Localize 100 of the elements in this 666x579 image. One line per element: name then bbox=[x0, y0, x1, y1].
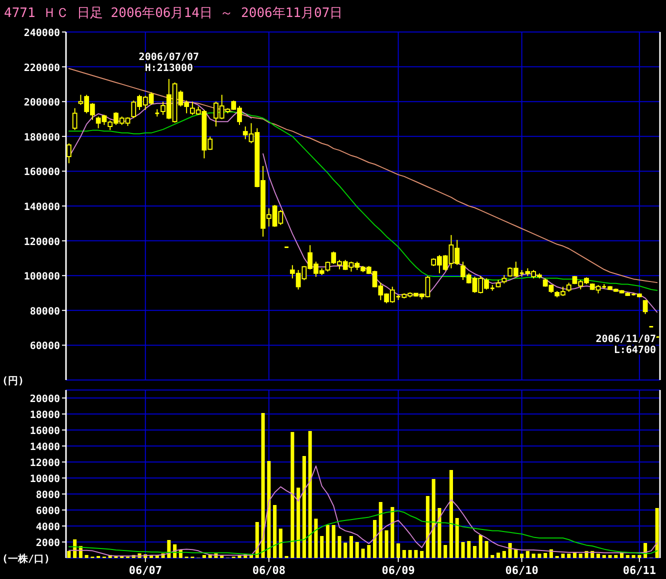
bar bbox=[490, 555, 494, 558]
bar bbox=[496, 552, 500, 558]
bar bbox=[202, 555, 206, 558]
y-axis-title: (円) bbox=[2, 376, 24, 387]
candlestick bbox=[72, 108, 78, 130]
bar bbox=[361, 548, 365, 558]
bar bbox=[432, 479, 436, 558]
bar bbox=[408, 550, 412, 558]
bar bbox=[390, 507, 394, 558]
bar bbox=[402, 550, 406, 558]
y-tick-label: 80000 bbox=[30, 306, 60, 318]
bar bbox=[449, 470, 453, 558]
x-tick-label: 06/08 bbox=[252, 564, 286, 577]
bar bbox=[278, 528, 282, 558]
bar bbox=[455, 518, 459, 558]
bar bbox=[349, 536, 353, 558]
bar bbox=[655, 508, 659, 558]
bar bbox=[290, 432, 294, 558]
bar bbox=[378, 502, 382, 558]
bar bbox=[632, 555, 636, 558]
bar bbox=[602, 555, 606, 558]
bar bbox=[461, 542, 465, 558]
y-tick-label: 16000 bbox=[30, 426, 60, 437]
bar bbox=[261, 413, 265, 558]
bar bbox=[626, 555, 630, 558]
line-series bbox=[68, 510, 658, 555]
bar bbox=[344, 542, 348, 558]
bar bbox=[326, 525, 330, 558]
bar bbox=[367, 545, 371, 558]
chart-title: 4771 ＨＣ 日足 2006年06月14日 ～ 2006年11月07日 bbox=[4, 6, 343, 21]
bar bbox=[596, 554, 600, 558]
y-tick-label: 2000 bbox=[36, 538, 60, 549]
bar bbox=[332, 525, 336, 558]
bar bbox=[514, 549, 518, 558]
bar bbox=[538, 554, 542, 558]
bar bbox=[373, 520, 377, 558]
x-tick-label: 06/07 bbox=[128, 564, 162, 577]
bar bbox=[578, 554, 582, 558]
bar bbox=[296, 488, 300, 558]
y-tick-label: 20000 bbox=[30, 394, 60, 405]
bar bbox=[614, 555, 618, 558]
bar bbox=[502, 551, 506, 558]
bar bbox=[444, 545, 448, 558]
bar bbox=[638, 555, 642, 558]
bar bbox=[508, 543, 512, 558]
y-tick-label: 200000 bbox=[24, 98, 60, 109]
y-tick-label: 4000 bbox=[36, 522, 60, 533]
candlestick bbox=[566, 282, 572, 292]
bar bbox=[526, 551, 530, 558]
bar bbox=[426, 496, 430, 558]
bar bbox=[467, 541, 471, 558]
bar bbox=[320, 536, 324, 558]
y-tick-label: 220000 bbox=[24, 62, 60, 74]
bar bbox=[520, 554, 524, 558]
bar bbox=[267, 461, 271, 558]
bar bbox=[255, 522, 259, 558]
y-tick-label: 12000 bbox=[30, 458, 60, 469]
y-tick-label: 14000 bbox=[30, 442, 60, 453]
bar bbox=[314, 518, 318, 558]
bar bbox=[273, 505, 277, 558]
y-tick-label: 6000 bbox=[36, 506, 60, 517]
bar bbox=[384, 530, 388, 558]
bar bbox=[67, 551, 71, 558]
bar bbox=[567, 554, 571, 558]
y-tick-label: 60000 bbox=[30, 341, 60, 352]
bar bbox=[338, 536, 342, 558]
x-tick-label: 06/09 bbox=[382, 564, 415, 577]
bar bbox=[220, 555, 224, 558]
line-series bbox=[68, 466, 658, 556]
y-tick-label: 120000 bbox=[24, 236, 60, 248]
y-tick-label: 8000 bbox=[36, 490, 60, 501]
y-tick-label: 180000 bbox=[24, 132, 60, 144]
bar bbox=[478, 535, 482, 558]
x-tick-label: 06/10 bbox=[505, 564, 538, 577]
bar bbox=[484, 541, 488, 558]
bar bbox=[420, 551, 424, 558]
y-tick-label: 100000 bbox=[24, 272, 60, 283]
bar bbox=[544, 553, 548, 558]
bar bbox=[532, 554, 536, 558]
bar bbox=[561, 554, 565, 558]
bar bbox=[84, 555, 88, 558]
y-tick-label: 140000 bbox=[24, 202, 60, 213]
bar bbox=[308, 431, 312, 558]
bar bbox=[414, 550, 418, 558]
bar bbox=[155, 555, 159, 558]
y-tick-label: 18000 bbox=[30, 410, 60, 421]
candlestick bbox=[642, 300, 648, 315]
y-axis-title: (一株/口) bbox=[2, 553, 50, 565]
bar bbox=[438, 508, 442, 558]
bar bbox=[167, 540, 171, 558]
bar bbox=[608, 555, 612, 558]
candlestick bbox=[66, 142, 72, 164]
bar bbox=[472, 546, 477, 558]
bar bbox=[396, 543, 400, 558]
y-tick-label: 10000 bbox=[30, 474, 60, 485]
x-tick-label: 06/11 bbox=[622, 564, 656, 577]
y-tick-label: 160000 bbox=[24, 167, 60, 178]
bar bbox=[302, 456, 306, 558]
y-tick-label: 240000 bbox=[24, 28, 60, 39]
bar bbox=[355, 542, 359, 558]
